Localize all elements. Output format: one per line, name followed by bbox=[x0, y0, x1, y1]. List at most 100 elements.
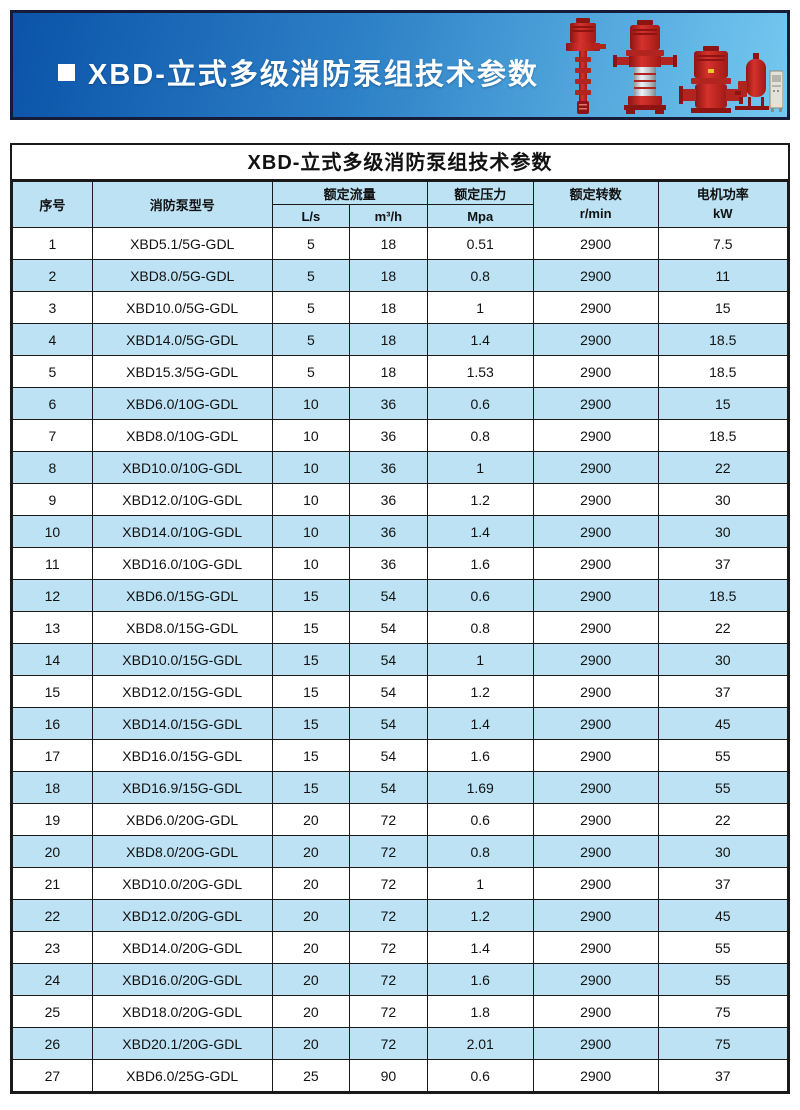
cell-pressure: 1.4 bbox=[426, 931, 534, 964]
header-power-label: 电机功率 bbox=[696, 186, 749, 202]
cell-flow-m3h: 54 bbox=[349, 771, 428, 804]
cell-speed: 2900 bbox=[532, 675, 659, 708]
cell-model: XBD16.0/10G-GDL bbox=[91, 547, 273, 580]
cell-speed: 2900 bbox=[532, 803, 659, 836]
cell-model: XBD6.0/10G-GDL bbox=[91, 387, 273, 420]
cell-power: 30 bbox=[657, 835, 789, 868]
tank-and-cabinet-icon bbox=[735, 53, 783, 112]
cell-power: 37 bbox=[657, 1059, 789, 1092]
cell-serial: 7 bbox=[12, 419, 93, 452]
cell-power: 18.5 bbox=[657, 579, 789, 612]
table-row: 14 XBD10.0/15G-GDL 15 54 1 2900 30 bbox=[12, 643, 789, 676]
cell-power: 37 bbox=[657, 867, 789, 900]
cell-model: XBD15.3/5G-GDL bbox=[91, 355, 273, 388]
cell-pressure: 1.2 bbox=[426, 483, 534, 516]
cell-serial: 6 bbox=[12, 387, 93, 420]
spec-table-wrap: XBD-立式多级消防泵组技术参数 序号 消防泵型号 额定流量 额定压力 bbox=[10, 143, 790, 1094]
cell-pressure: 0.8 bbox=[426, 611, 534, 644]
cell-flow-m3h: 72 bbox=[349, 963, 428, 996]
header-pressure: 额定压力 bbox=[426, 181, 534, 205]
cell-power: 55 bbox=[657, 931, 789, 964]
header-serial: 序号 bbox=[12, 181, 93, 228]
cell-flow-m3h: 18 bbox=[349, 227, 428, 260]
cell-power: 22 bbox=[657, 451, 789, 484]
table-row: 6 XBD6.0/10G-GDL 10 36 0.6 2900 15 bbox=[12, 387, 789, 420]
cell-flow-m3h: 36 bbox=[349, 387, 428, 420]
header-speed: 额定转数 r/min bbox=[532, 181, 659, 228]
cell-flow-m3h: 54 bbox=[349, 611, 428, 644]
cell-serial: 14 bbox=[12, 643, 93, 676]
cell-serial: 10 bbox=[12, 515, 93, 548]
cell-power: 30 bbox=[657, 483, 789, 516]
cell-speed: 2900 bbox=[532, 707, 659, 740]
cell-flow-ls: 20 bbox=[271, 803, 351, 836]
cell-model: XBD12.0/15G-GDL bbox=[91, 675, 273, 708]
cell-flow-ls: 20 bbox=[271, 899, 351, 932]
cell-flow-m3h: 36 bbox=[349, 515, 428, 548]
cell-flow-ls: 25 bbox=[271, 1059, 351, 1092]
cell-pressure: 1.8 bbox=[426, 995, 534, 1028]
cell-speed: 2900 bbox=[532, 419, 659, 452]
table-row: 16 XBD14.0/15G-GDL 15 54 1.4 2900 45 bbox=[12, 707, 789, 740]
cell-flow-m3h: 54 bbox=[349, 579, 428, 612]
cell-pressure: 1.2 bbox=[426, 899, 534, 932]
cell-serial: 3 bbox=[12, 291, 93, 324]
cell-flow-m3h: 72 bbox=[349, 867, 428, 900]
cell-serial: 15 bbox=[12, 675, 93, 708]
cell-speed: 2900 bbox=[532, 227, 659, 260]
cell-flow-ls: 15 bbox=[271, 579, 351, 612]
banner-title-wrap: XBD-立式多级消防泵组技术参数 bbox=[13, 37, 539, 93]
cell-flow-m3h: 36 bbox=[349, 451, 428, 484]
cell-serial: 12 bbox=[12, 579, 93, 612]
header-pressure-unit: Mpa bbox=[426, 204, 534, 228]
cell-speed: 2900 bbox=[532, 771, 659, 804]
cell-power: 37 bbox=[657, 675, 789, 708]
cell-model: XBD10.0/20G-GDL bbox=[91, 867, 273, 900]
cell-model: XBD6.0/15G-GDL bbox=[91, 579, 273, 612]
table-row: 17 XBD16.0/15G-GDL 15 54 1.6 2900 55 bbox=[12, 739, 789, 772]
table-row: 18 XBD16.9/15G-GDL 15 54 1.69 2900 55 bbox=[12, 771, 789, 804]
banner: XBD-立式多级消防泵组技术参数 bbox=[10, 10, 790, 120]
table-title: XBD-立式多级消防泵组技术参数 bbox=[12, 145, 788, 181]
table-row: 20 XBD8.0/20G-GDL 20 72 0.8 2900 30 bbox=[12, 835, 789, 868]
cell-pressure: 1.4 bbox=[426, 707, 534, 740]
cell-speed: 2900 bbox=[532, 323, 659, 356]
cell-serial: 27 bbox=[12, 1059, 93, 1092]
long-shaft-pump-icon bbox=[566, 18, 606, 114]
table-row: 9 XBD12.0/10G-GDL 10 36 1.2 2900 30 bbox=[12, 483, 789, 516]
header-model: 消防泵型号 bbox=[91, 181, 273, 228]
cell-flow-m3h: 72 bbox=[349, 803, 428, 836]
table-row: 8 XBD10.0/10G-GDL 10 36 1 2900 22 bbox=[12, 451, 789, 484]
table-header: 序号 消防泵型号 额定流量 额定压力 额定转数 r/min 电机功率 kW bbox=[12, 181, 789, 228]
table-row: 21 XBD10.0/20G-GDL 20 72 1 2900 37 bbox=[12, 867, 789, 900]
cell-serial: 1 bbox=[12, 227, 93, 260]
cell-speed: 2900 bbox=[532, 1027, 659, 1060]
header-power: 电机功率 kW bbox=[657, 181, 789, 228]
cell-flow-m3h: 54 bbox=[349, 739, 428, 772]
cell-flow-ls: 5 bbox=[271, 259, 351, 292]
header-flow: 额定流量 bbox=[271, 181, 428, 205]
cell-speed: 2900 bbox=[532, 259, 659, 292]
cell-power: 30 bbox=[657, 643, 789, 676]
cell-model: XBD14.0/15G-GDL bbox=[91, 707, 273, 740]
cell-pressure: 1 bbox=[426, 291, 534, 324]
cell-power: 18.5 bbox=[657, 323, 789, 356]
cell-model: XBD10.0/15G-GDL bbox=[91, 643, 273, 676]
table-row: 10 XBD14.0/10G-GDL 10 36 1.4 2900 30 bbox=[12, 515, 789, 548]
cell-power: 11 bbox=[657, 259, 789, 292]
cell-power: 15 bbox=[657, 291, 789, 324]
cell-flow-ls: 20 bbox=[271, 995, 351, 1028]
cell-pressure: 0.6 bbox=[426, 387, 534, 420]
cell-flow-m3h: 18 bbox=[349, 259, 428, 292]
cell-pressure: 1.69 bbox=[426, 771, 534, 804]
cell-power: 55 bbox=[657, 771, 789, 804]
cell-power: 18.5 bbox=[657, 419, 789, 452]
cell-pressure: 2.01 bbox=[426, 1027, 534, 1060]
cell-flow-ls: 10 bbox=[271, 483, 351, 516]
cell-flow-m3h: 72 bbox=[349, 1027, 428, 1060]
cell-speed: 2900 bbox=[532, 899, 659, 932]
cell-model: XBD12.0/10G-GDL bbox=[91, 483, 273, 516]
cell-flow-ls: 10 bbox=[271, 387, 351, 420]
cell-serial: 9 bbox=[12, 483, 93, 516]
